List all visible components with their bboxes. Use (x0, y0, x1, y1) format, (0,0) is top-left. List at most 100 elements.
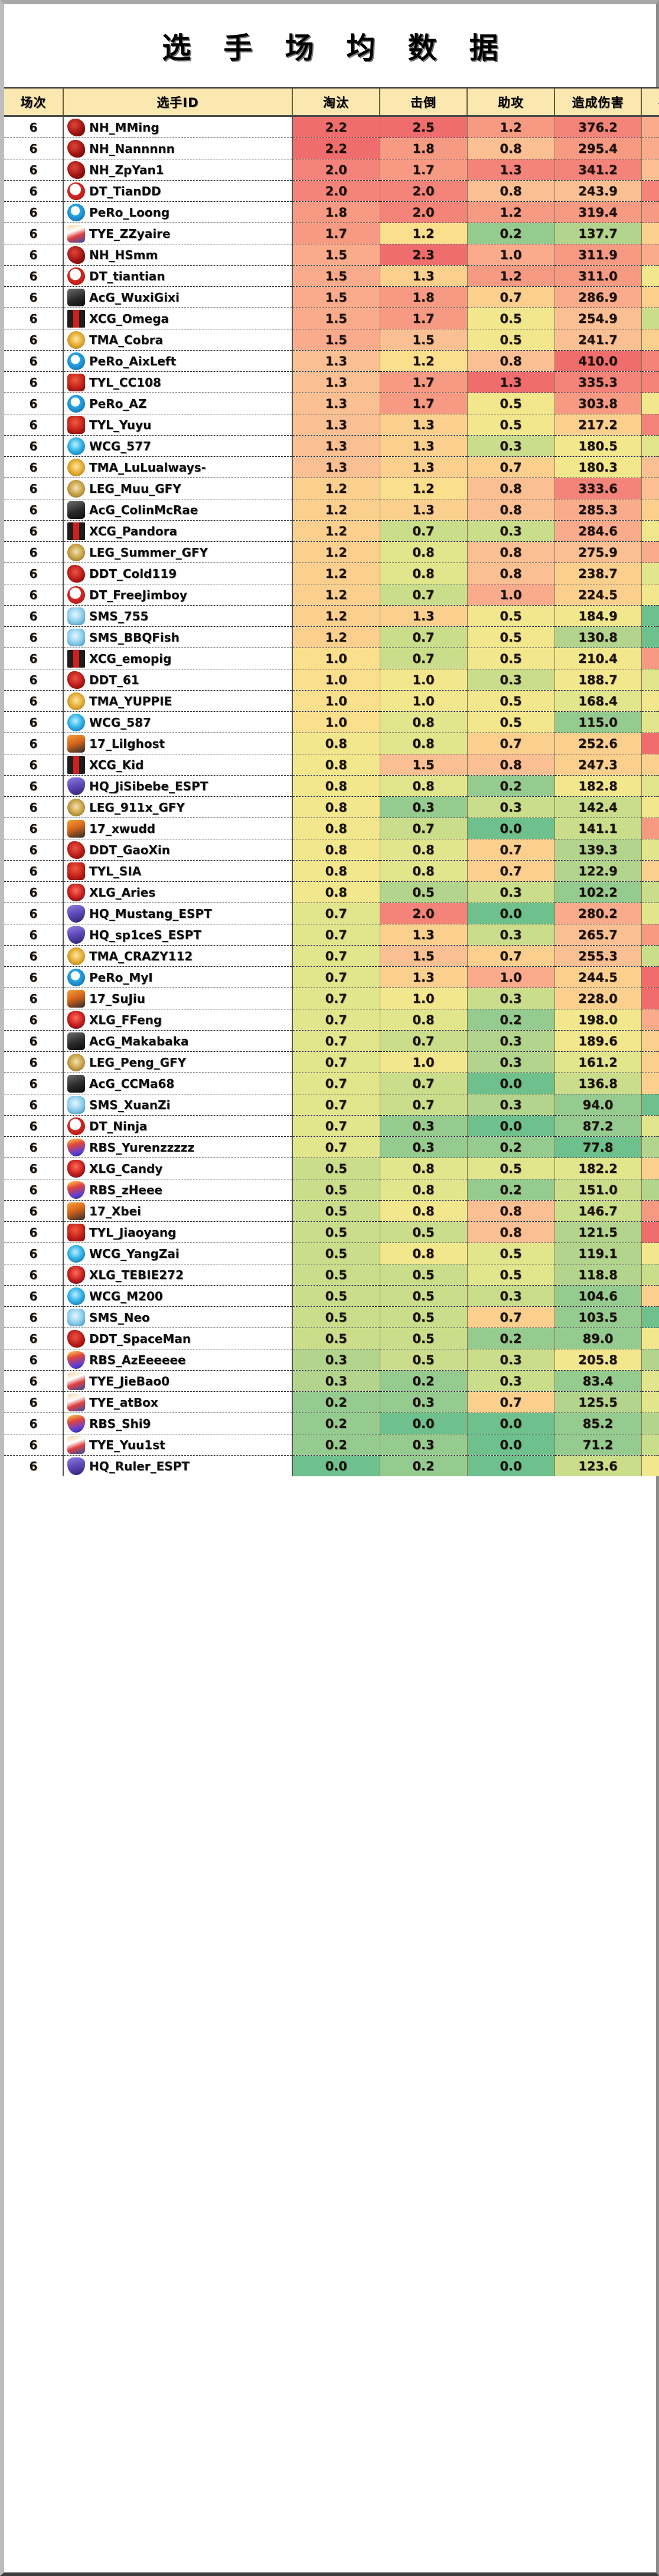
cell-player-id: TMA_LuLualways- (63, 456, 293, 478)
cell-knocks: 0.7 (380, 1094, 468, 1116)
cell-assists: 0.8 (467, 478, 555, 499)
cell-player-id: LEG_Peng_GFY (63, 1051, 293, 1073)
cell-match: 6 (4, 648, 64, 669)
cell-survival-time: 23.6 (641, 371, 659, 393)
team-logo-icon (67, 1138, 85, 1156)
cell-match: 6 (4, 1030, 64, 1052)
cell-match: 6 (4, 456, 64, 478)
cell-damage: 83.4 (554, 1370, 642, 1392)
cell-kills: 2.2 (292, 116, 380, 138)
cell-player-id: PeRo_AZ (63, 393, 293, 414)
cell-match: 6 (4, 1413, 64, 1434)
cell-assists: 0.8 (467, 563, 555, 584)
player-name: NH_ZpYan1 (89, 162, 164, 177)
cell-match: 6 (4, 584, 64, 606)
cell-assists: 0.8 (467, 754, 555, 776)
cell-kills: 1.3 (292, 393, 380, 414)
team-logo-icon (67, 1096, 85, 1114)
cell-assists: 0.7 (467, 1391, 555, 1413)
player-name: HQ_Ruler_ESPT (89, 1459, 190, 1473)
team-logo-icon (67, 1244, 85, 1263)
cell-match: 6 (4, 860, 64, 882)
cell-damage: 121.5 (554, 1221, 642, 1243)
player-name: XCG_Omega (89, 311, 169, 326)
watermark: 小黑盒 (552, 2501, 642, 2533)
column-header-survival-time[interactable]: 存活时间 (641, 87, 659, 117)
column-header-damage[interactable]: 造成伤害 (554, 87, 642, 117)
cell-player-id: NH_MMing (63, 116, 293, 138)
column-header-knocks[interactable]: 击倒 (380, 87, 468, 117)
player-name: HQ_Mustang_ESPT (89, 906, 212, 921)
watermark-text: 小黑盒 (585, 2509, 642, 2529)
cell-assists: 0.5 (467, 308, 555, 329)
cell-knocks: 1.3 (380, 499, 468, 521)
cell-assists: 0.5 (467, 711, 555, 733)
cell-kills: 0.2 (292, 1434, 380, 1456)
cell-kills: 0.7 (292, 1073, 380, 1094)
cell-assists: 0.3 (467, 435, 555, 457)
cell-match: 6 (4, 924, 64, 946)
player-name: SMS_BBQFish (89, 630, 180, 645)
cell-kills: 1.0 (292, 669, 380, 691)
cell-damage: 77.8 (554, 1136, 642, 1158)
cell-survival-time: 20.5 (641, 860, 659, 882)
column-header-match[interactable]: 场次 (4, 87, 64, 117)
cell-survival-time: 21.8 (641, 541, 659, 563)
cell-survival-time: 20.8 (641, 1030, 659, 1052)
cell-player-id: TYL_SIA (63, 860, 293, 882)
cell-knocks: 0.8 (380, 775, 468, 797)
player-name: PeRo_AZ (89, 396, 147, 411)
cell-knocks: 1.7 (380, 308, 468, 329)
cell-kills: 0.8 (292, 839, 380, 861)
cell-player-id: WCG_M200 (63, 1285, 293, 1307)
cell-knocks: 0.8 (380, 860, 468, 882)
cell-match: 6 (4, 1073, 64, 1094)
cell-assists: 0.3 (467, 881, 555, 903)
player-name: TYL_Jiaoyang (89, 1225, 177, 1240)
cell-player-id: TMA_YUPPIE (63, 690, 293, 712)
column-header-player-id[interactable]: 选手ID (63, 87, 293, 117)
cell-survival-time: 22.1 (641, 1200, 659, 1222)
cell-knocks: 1.8 (380, 286, 468, 308)
cell-damage: 103.5 (554, 1306, 642, 1328)
column-header-kills[interactable]: 淘汰 (292, 87, 380, 117)
cell-damage: 180.3 (554, 456, 642, 478)
cell-kills: 1.3 (292, 371, 380, 393)
cell-knocks: 2.3 (380, 244, 468, 266)
cell-knocks: 2.0 (380, 201, 468, 223)
cell-survival-time: 24.0 (641, 988, 659, 1009)
cell-match: 6 (4, 1349, 64, 1371)
cell-match: 6 (4, 520, 64, 542)
cell-player-id: PeRo_MyI (63, 966, 293, 988)
cell-survival-time: 18.3 (641, 1391, 659, 1413)
cell-damage: 104.6 (554, 1285, 642, 1307)
player-name: TMA_Cobra (89, 332, 164, 347)
cell-damage: 136.8 (554, 1073, 642, 1094)
cell-player-id: RBS_zHeee (63, 1179, 293, 1201)
team-logo-icon (67, 288, 85, 306)
cell-assists: 0.2 (467, 223, 555, 244)
cell-knocks: 1.3 (380, 605, 468, 627)
cell-assists: 0.5 (467, 1158, 555, 1179)
column-header-assists[interactable]: 助攻 (467, 87, 555, 117)
cell-player-id: 17_Lilghost (63, 733, 293, 754)
cell-damage: 376.2 (554, 116, 642, 138)
player-name: 17_SuJiu (89, 991, 146, 1006)
cell-survival-time: 21.1 (641, 1073, 659, 1094)
team-logo-icon (67, 607, 85, 625)
cell-kills: 1.2 (292, 584, 380, 606)
cell-kills: 1.5 (292, 265, 380, 287)
team-logo-icon (67, 734, 85, 753)
cell-knocks: 1.7 (380, 371, 468, 393)
player-name: TYE_atBox (89, 1395, 158, 1410)
cell-kills: 1.3 (292, 435, 380, 457)
cell-kills: 0.7 (292, 1009, 380, 1031)
cell-damage: 224.5 (554, 584, 642, 606)
